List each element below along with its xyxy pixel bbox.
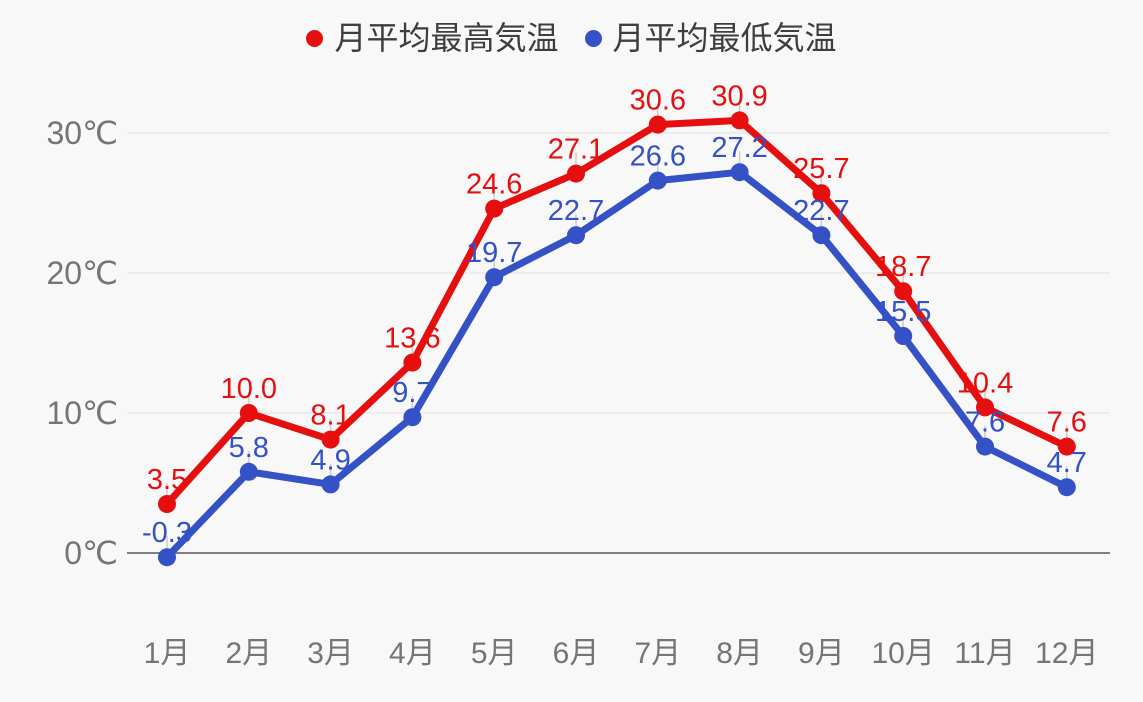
- data-point-low: [567, 226, 585, 245]
- value-label-low: 27.2: [711, 132, 767, 164]
- data-point-high: [894, 282, 913, 301]
- value-label-high: 10.0: [221, 373, 277, 405]
- data-point-low: [239, 462, 258, 481]
- value-label-low: 22.7: [548, 195, 604, 227]
- x-tick-label: 8月: [716, 637, 763, 670]
- x-tick-label: 3月: [307, 637, 354, 670]
- value-label-high: 18.7: [875, 251, 931, 283]
- value-label-high: 3.5: [147, 464, 187, 496]
- value-label-high: 8.1: [310, 400, 350, 432]
- data-point-low: [730, 163, 749, 182]
- value-label-high: 24.6: [466, 169, 522, 201]
- legend-item-high: 月平均最高気温: [306, 20, 559, 56]
- x-tick-label: 6月: [553, 637, 600, 670]
- legend-label-low: 月平均最低気温: [612, 20, 837, 56]
- value-label-low: 22.7: [793, 195, 849, 227]
- data-point-low: [403, 408, 422, 427]
- data-point-high: [485, 199, 504, 218]
- data-point-high: [321, 430, 340, 449]
- y-tick-label: 30℃: [46, 115, 118, 151]
- data-point-low: [894, 327, 913, 345]
- data-point-high: [648, 115, 667, 134]
- data-point-high: [730, 111, 749, 130]
- x-tick-label: 1月: [144, 637, 191, 670]
- value-label-high: 30.9: [711, 80, 767, 112]
- y-tick-label: 20℃: [46, 255, 118, 291]
- data-point-high: [158, 495, 176, 513]
- data-point-low: [485, 268, 504, 287]
- value-label-high: 30.6: [630, 85, 686, 117]
- data-point-high: [1057, 437, 1076, 456]
- y-tick-label: 10℃: [46, 395, 118, 431]
- data-point-high: [239, 404, 258, 422]
- data-point-low: [648, 171, 667, 190]
- value-label-high: 10.4: [957, 367, 1013, 399]
- x-tick-label: 4月: [389, 637, 436, 670]
- value-label-low: 7.6: [965, 407, 1005, 439]
- value-label-high: 13.6: [384, 323, 440, 355]
- value-label-high: 7.6: [1047, 407, 1087, 439]
- legend-item-low: 月平均最低気温: [584, 20, 837, 56]
- value-label-low: 15.5: [875, 296, 931, 328]
- data-point-high: [567, 164, 585, 183]
- x-tick-label: 7月: [634, 637, 681, 670]
- data-point-high: [976, 398, 994, 417]
- x-tick-label: 9月: [798, 637, 845, 670]
- data-point-high: [403, 353, 422, 372]
- data-point-low: [158, 548, 176, 567]
- chart-legend: 月平均最高気温 月平均最低気温: [0, 22, 1143, 54]
- legend-dot-low-icon: [584, 29, 602, 47]
- series-line-low: [163, 168, 1071, 561]
- legend-label-high: 月平均最高気温: [334, 20, 559, 56]
- value-label-low: 19.7: [466, 237, 522, 269]
- series-line-high: [163, 116, 1071, 508]
- value-label-low: -0.3: [142, 517, 192, 549]
- y-tick-label: 0℃: [64, 535, 118, 571]
- legend-dot-high-icon: [306, 29, 324, 47]
- x-tick-label: 12月: [1035, 637, 1098, 670]
- x-tick-label: 10月: [872, 637, 935, 670]
- value-label-high: 27.1: [548, 134, 604, 166]
- data-point-low: [1057, 478, 1076, 497]
- value-label-low: 26.6: [630, 141, 686, 173]
- data-point-high: [812, 184, 831, 203]
- x-tick-label: 2月: [225, 637, 272, 670]
- data-point-low: [812, 226, 831, 245]
- value-label-low: 4.7: [1047, 447, 1087, 479]
- value-label-low: 9.7: [392, 377, 432, 409]
- value-label-low: 4.9: [310, 444, 350, 476]
- value-label-high: 25.7: [793, 153, 849, 185]
- value-label-low: 5.8: [229, 432, 269, 464]
- data-point-low: [321, 475, 340, 494]
- data-point-low: [976, 437, 994, 456]
- x-tick-label: 11月: [954, 637, 1015, 670]
- x-tick-label: 5月: [471, 637, 518, 670]
